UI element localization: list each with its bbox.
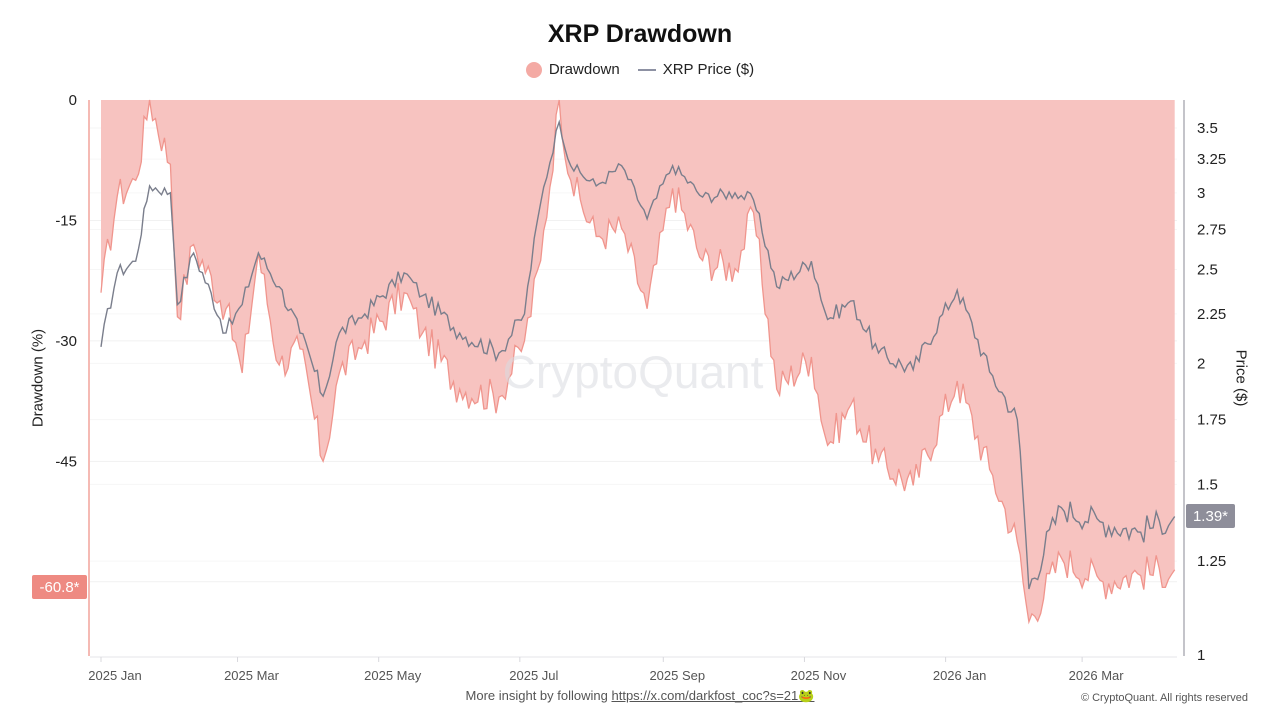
right-tick-label: 3 [1197,185,1205,202]
drawdown-circle-icon [525,61,542,78]
legend-item-drawdown[interactable]: Drawdown [525,61,620,78]
right-tick-label: 2 [1197,355,1205,372]
right-axis-label: Price ($) [1232,349,1250,407]
right-tick-label: 1.5 [1197,476,1218,493]
legend: Drawdown XRP Price ($) [0,61,1280,78]
left-tick-label: 0 [69,92,77,109]
x-tick-label: 2026 Jan [933,668,987,683]
x-tick-label: 2025 Jul [509,668,558,683]
right-tick-label: 1 [1197,647,1205,664]
drawdown-current-value: -60.8* [39,579,79,596]
right-tick-label: 1.75 [1197,412,1226,429]
left-tick-label: -45 [55,453,77,470]
x-tick-label: 2025 Sep [649,668,705,683]
chart-title: XRP Drawdown [547,20,733,48]
legend-item-price[interactable]: XRP Price ($) [637,61,755,78]
footer-prefix: More insight by following [465,688,612,703]
left-tick-label: -15 [55,212,77,229]
left-tick-label: -30 [55,333,77,350]
legend-price-label: XRP Price ($) [662,61,755,78]
drawdown-line [100,99,1176,625]
right-tick-label: 2.5 [1197,262,1218,279]
price-current-value: 1.39* [1193,508,1228,525]
x-tick-label: 2025 Mar [224,668,280,683]
price-current-badge [1186,504,1235,528]
right-tick-label: 3.25 [1197,151,1226,168]
footer-text: More insight by following https://x.com/… [0,688,1280,704]
x-tick-label: 2025 May [364,668,422,683]
x-tick-label: 2025 Jan [88,668,142,683]
right-tick-label: 2.25 [1197,306,1226,323]
drawdown-current-badge [32,575,87,599]
right-tick-label: 2.75 [1197,221,1226,238]
watermark: CryptoQuant [503,346,764,398]
price-line [100,119,1176,590]
legend-drawdown-label: Drawdown [548,61,620,78]
left-axis-label: Drawdown (%) [29,328,47,428]
price-line-icon [637,68,656,71]
copyright: © CryptoQuant. All rights reserved [1080,692,1248,704]
x-tick-label: 2026 Mar [1069,668,1125,683]
footer-link[interactable]: https://x.com/darkfost_coc?s=21🐸 [611,688,815,703]
drawdown-area [101,100,1175,622]
right-tick-label: 1.25 [1197,553,1226,570]
x-tick-label: 2025 Nov [791,668,847,683]
right-tick-label: 3.5 [1197,120,1218,137]
